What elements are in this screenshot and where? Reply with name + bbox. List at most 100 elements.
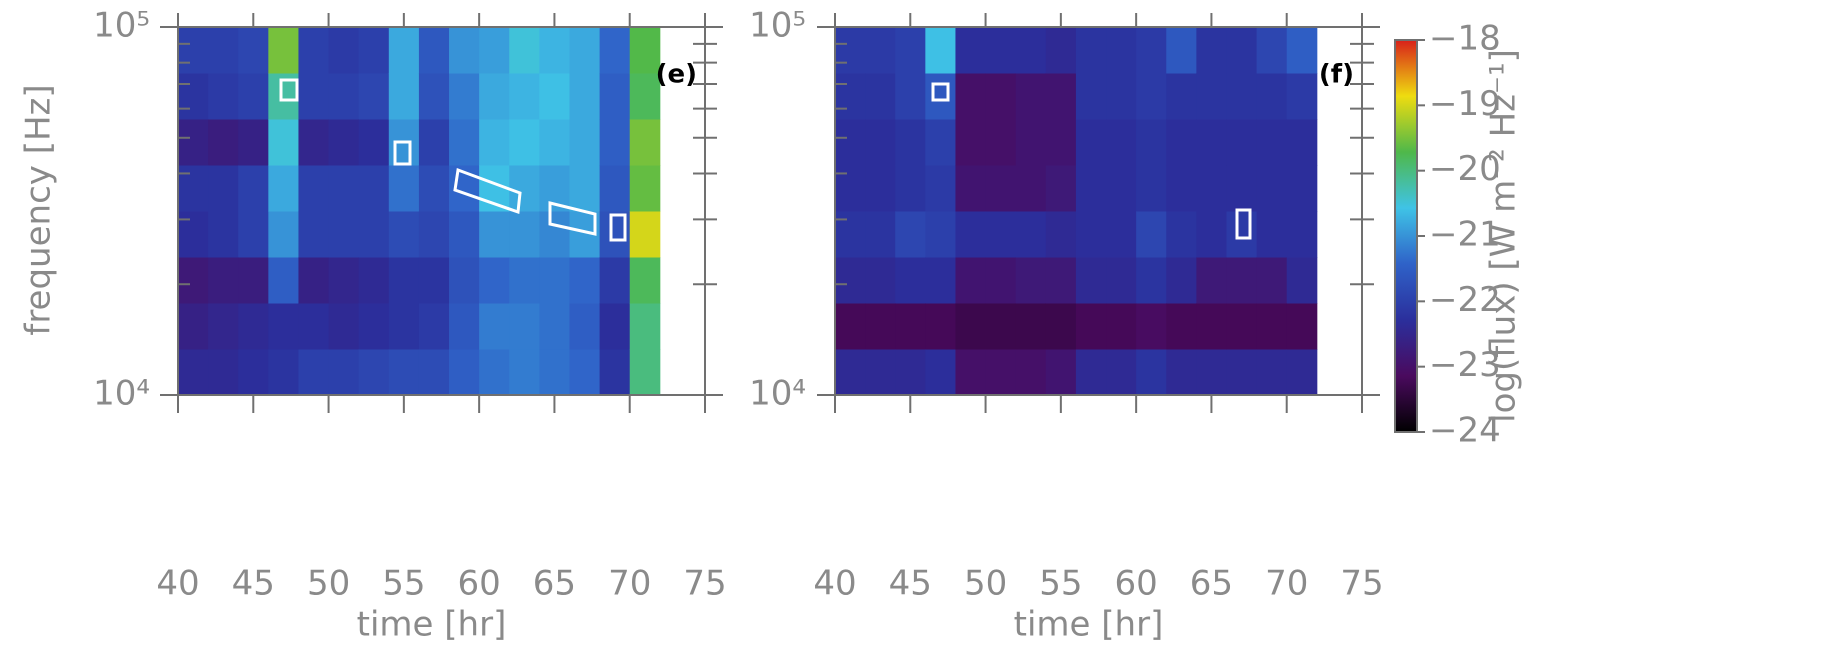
heatmap-cell (388, 349, 420, 396)
heatmap-cell (955, 302, 987, 350)
heatmap-cell (629, 73, 661, 120)
heatmap-cell (1166, 27, 1197, 74)
heatmap-cell (449, 73, 480, 120)
heatmap-cell (1196, 210, 1227, 258)
heatmap-cell (865, 302, 896, 350)
heatmap-cell (1106, 73, 1137, 120)
heatmap-cell (328, 302, 360, 350)
x-axis-label: time [hr] (1014, 605, 1164, 645)
heatmap-cell (178, 27, 209, 74)
heatmap-cell (509, 349, 540, 396)
heatmap-cell (629, 349, 661, 396)
heatmap-cell (388, 164, 420, 212)
heatmap-cell (1196, 73, 1227, 120)
heatmap-cell (388, 73, 420, 120)
heatmap-cell (238, 349, 269, 396)
heatmap-cell (328, 119, 360, 166)
heatmap-cell (955, 349, 987, 396)
heatmap-cell (835, 119, 866, 166)
heatmap-cell (1226, 73, 1258, 120)
colorbar-label: log(flux) [W m⁻² Hz⁻¹] (1484, 49, 1524, 423)
y-axis-label: frequency [Hz] (19, 84, 59, 335)
heatmap-cell (985, 349, 1017, 396)
heatmap-cell (1075, 256, 1107, 304)
y-tick-label: 10⁵ (749, 6, 806, 46)
heatmap-cell (178, 119, 209, 166)
heatmap-cell (1015, 302, 1047, 350)
heatmap-cell (1286, 119, 1318, 166)
heatmap-cell (358, 119, 390, 166)
heatmap-cell (418, 164, 450, 212)
heatmap-cell (895, 164, 926, 212)
heatmap-cell (985, 27, 1017, 74)
heatmap-cell (599, 302, 631, 350)
heatmap-cell (1075, 27, 1107, 74)
heatmap-cell (1226, 164, 1258, 212)
heatmap-cell (268, 119, 299, 166)
heatmap-cell (1256, 256, 1288, 304)
heatmap-cell (1015, 210, 1047, 258)
heatmap-cell (985, 164, 1017, 212)
heatmap-cell (865, 27, 896, 74)
heatmap-cell (835, 210, 866, 258)
region-box (393, 140, 412, 166)
heatmap-cell (178, 210, 209, 258)
heatmap-cell (539, 27, 570, 74)
heatmap-cell (238, 256, 269, 304)
heatmap-cell (1045, 27, 1077, 74)
x-tick-label: 65 (1190, 564, 1233, 604)
heatmap-cell (449, 302, 480, 350)
heatmap-cell (925, 302, 956, 350)
heatmap-cell (1166, 349, 1197, 396)
heatmap-cell (418, 119, 450, 166)
heatmap-cell (298, 256, 330, 304)
colorbar-tick-label: −24 (1429, 411, 1501, 451)
heatmap-cell (895, 302, 926, 350)
heatmap-cell (955, 73, 987, 120)
colorbar-tick-label: −18 (1429, 19, 1501, 59)
heatmap-cell (1136, 349, 1167, 396)
plot-frame (834, 26, 1363, 396)
region-box (1235, 208, 1252, 240)
heatmap-cell (865, 210, 896, 258)
heatmap-cell (1015, 256, 1047, 304)
heatmap-cell (268, 164, 299, 212)
heatmap-cell (208, 73, 239, 120)
colorbar-tick-label: −21 (1429, 215, 1501, 255)
heatmap-cell (539, 210, 570, 258)
heatmap-cell (178, 302, 209, 350)
heatmap-cell (479, 302, 510, 350)
heatmap-cell (388, 210, 420, 258)
heatmap-cell (509, 73, 540, 120)
heatmap-cell (569, 73, 601, 120)
heatmap-cell (925, 27, 956, 74)
heatmap-cell (569, 119, 601, 166)
colorbar-tick-label: −23 (1429, 345, 1501, 385)
heatmap-cell (1256, 302, 1288, 350)
heatmap-cell (479, 210, 510, 258)
heatmap-cell (835, 302, 866, 350)
heatmap-cell (238, 210, 269, 258)
heatmap-cell (328, 256, 360, 304)
heatmap-cell (358, 302, 390, 350)
heatmap-cell (358, 256, 390, 304)
heatmap-cell (629, 210, 661, 258)
heatmap-cell (449, 210, 480, 258)
heatmap-cell (985, 73, 1017, 120)
heatmap-cell (1226, 349, 1258, 396)
colorbar-tick-label: −20 (1429, 149, 1501, 189)
heatmap-cell (1166, 210, 1197, 258)
heatmap-cell (1106, 302, 1137, 350)
heatmap-cell (1196, 256, 1227, 304)
heatmap-cell (1226, 27, 1258, 74)
heatmap-cell (985, 210, 1017, 258)
heatmap-cell (629, 256, 661, 304)
heatmap-cell (1075, 119, 1107, 166)
heatmap-cell (1136, 210, 1167, 258)
heatmap-cell (1166, 73, 1197, 120)
heatmap-cell (208, 210, 239, 258)
heatmap-cell (1256, 164, 1288, 212)
heatmap-cell (1166, 302, 1197, 350)
heatmap-cell (835, 73, 866, 120)
x-tick-label: 50 (307, 564, 350, 604)
